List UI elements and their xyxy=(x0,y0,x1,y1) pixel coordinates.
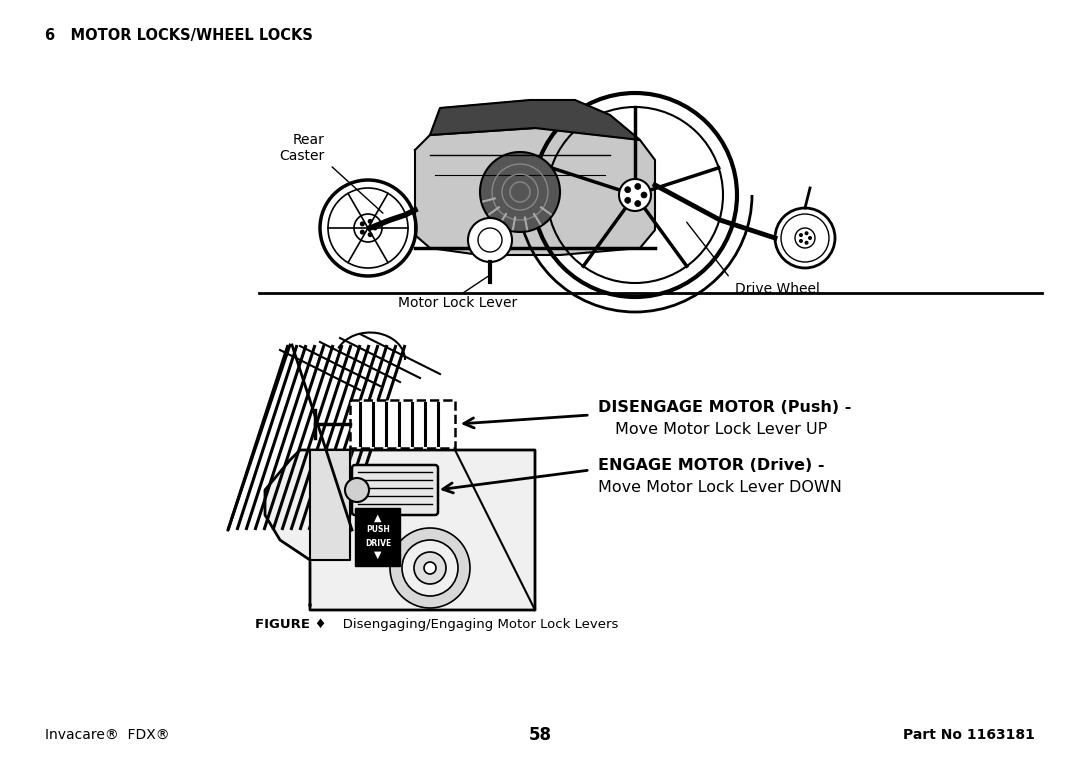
Circle shape xyxy=(390,528,470,608)
Circle shape xyxy=(424,562,436,574)
Text: ▲: ▲ xyxy=(375,513,381,523)
Circle shape xyxy=(367,232,373,237)
Text: Rear
Caster: Rear Caster xyxy=(280,133,325,163)
Circle shape xyxy=(468,218,512,262)
Text: Move Motor Lock Lever UP: Move Motor Lock Lever UP xyxy=(615,422,827,437)
Text: FIGURE ♦: FIGURE ♦ xyxy=(255,618,326,631)
Circle shape xyxy=(635,200,640,207)
FancyBboxPatch shape xyxy=(352,465,438,515)
Circle shape xyxy=(799,239,802,243)
Text: DISENGAGE MOTOR (Push) -: DISENGAGE MOTOR (Push) - xyxy=(598,400,851,415)
Circle shape xyxy=(414,552,446,584)
Text: Invacare®  FDX®: Invacare® FDX® xyxy=(45,728,170,742)
Text: Part No 1163181: Part No 1163181 xyxy=(903,728,1035,742)
Circle shape xyxy=(480,152,561,232)
Polygon shape xyxy=(265,450,535,610)
Circle shape xyxy=(642,192,647,198)
Circle shape xyxy=(354,214,382,242)
Polygon shape xyxy=(415,128,654,255)
Circle shape xyxy=(402,540,458,596)
Bar xyxy=(350,400,455,448)
Circle shape xyxy=(808,236,812,240)
Circle shape xyxy=(805,241,809,245)
Polygon shape xyxy=(430,100,640,140)
Circle shape xyxy=(795,228,815,248)
Circle shape xyxy=(805,231,809,235)
Circle shape xyxy=(635,184,640,190)
Text: Move Motor Lock Lever DOWN: Move Motor Lock Lever DOWN xyxy=(598,480,842,495)
Bar xyxy=(355,508,400,566)
Text: Disengaging/Engaging Motor Lock Levers: Disengaging/Engaging Motor Lock Levers xyxy=(330,618,619,631)
Circle shape xyxy=(360,222,365,226)
Circle shape xyxy=(373,226,378,230)
Circle shape xyxy=(360,229,365,235)
Text: Motor Lock Lever: Motor Lock Lever xyxy=(399,296,517,310)
Text: ENGAGE MOTOR (Drive) -: ENGAGE MOTOR (Drive) - xyxy=(598,458,824,473)
Text: 6   MOTOR LOCKS/WHEEL LOCKS: 6 MOTOR LOCKS/WHEEL LOCKS xyxy=(45,28,313,43)
Polygon shape xyxy=(310,450,350,560)
Text: DRIVE: DRIVE xyxy=(365,539,391,548)
Circle shape xyxy=(345,478,369,502)
Text: 58: 58 xyxy=(528,726,552,744)
Text: Drive Wheel: Drive Wheel xyxy=(735,282,820,296)
Circle shape xyxy=(624,187,631,193)
Circle shape xyxy=(367,219,373,224)
Circle shape xyxy=(799,233,802,237)
Text: PUSH: PUSH xyxy=(366,526,390,534)
Text: ▼: ▼ xyxy=(375,550,381,560)
Circle shape xyxy=(624,197,631,203)
Circle shape xyxy=(619,179,651,211)
